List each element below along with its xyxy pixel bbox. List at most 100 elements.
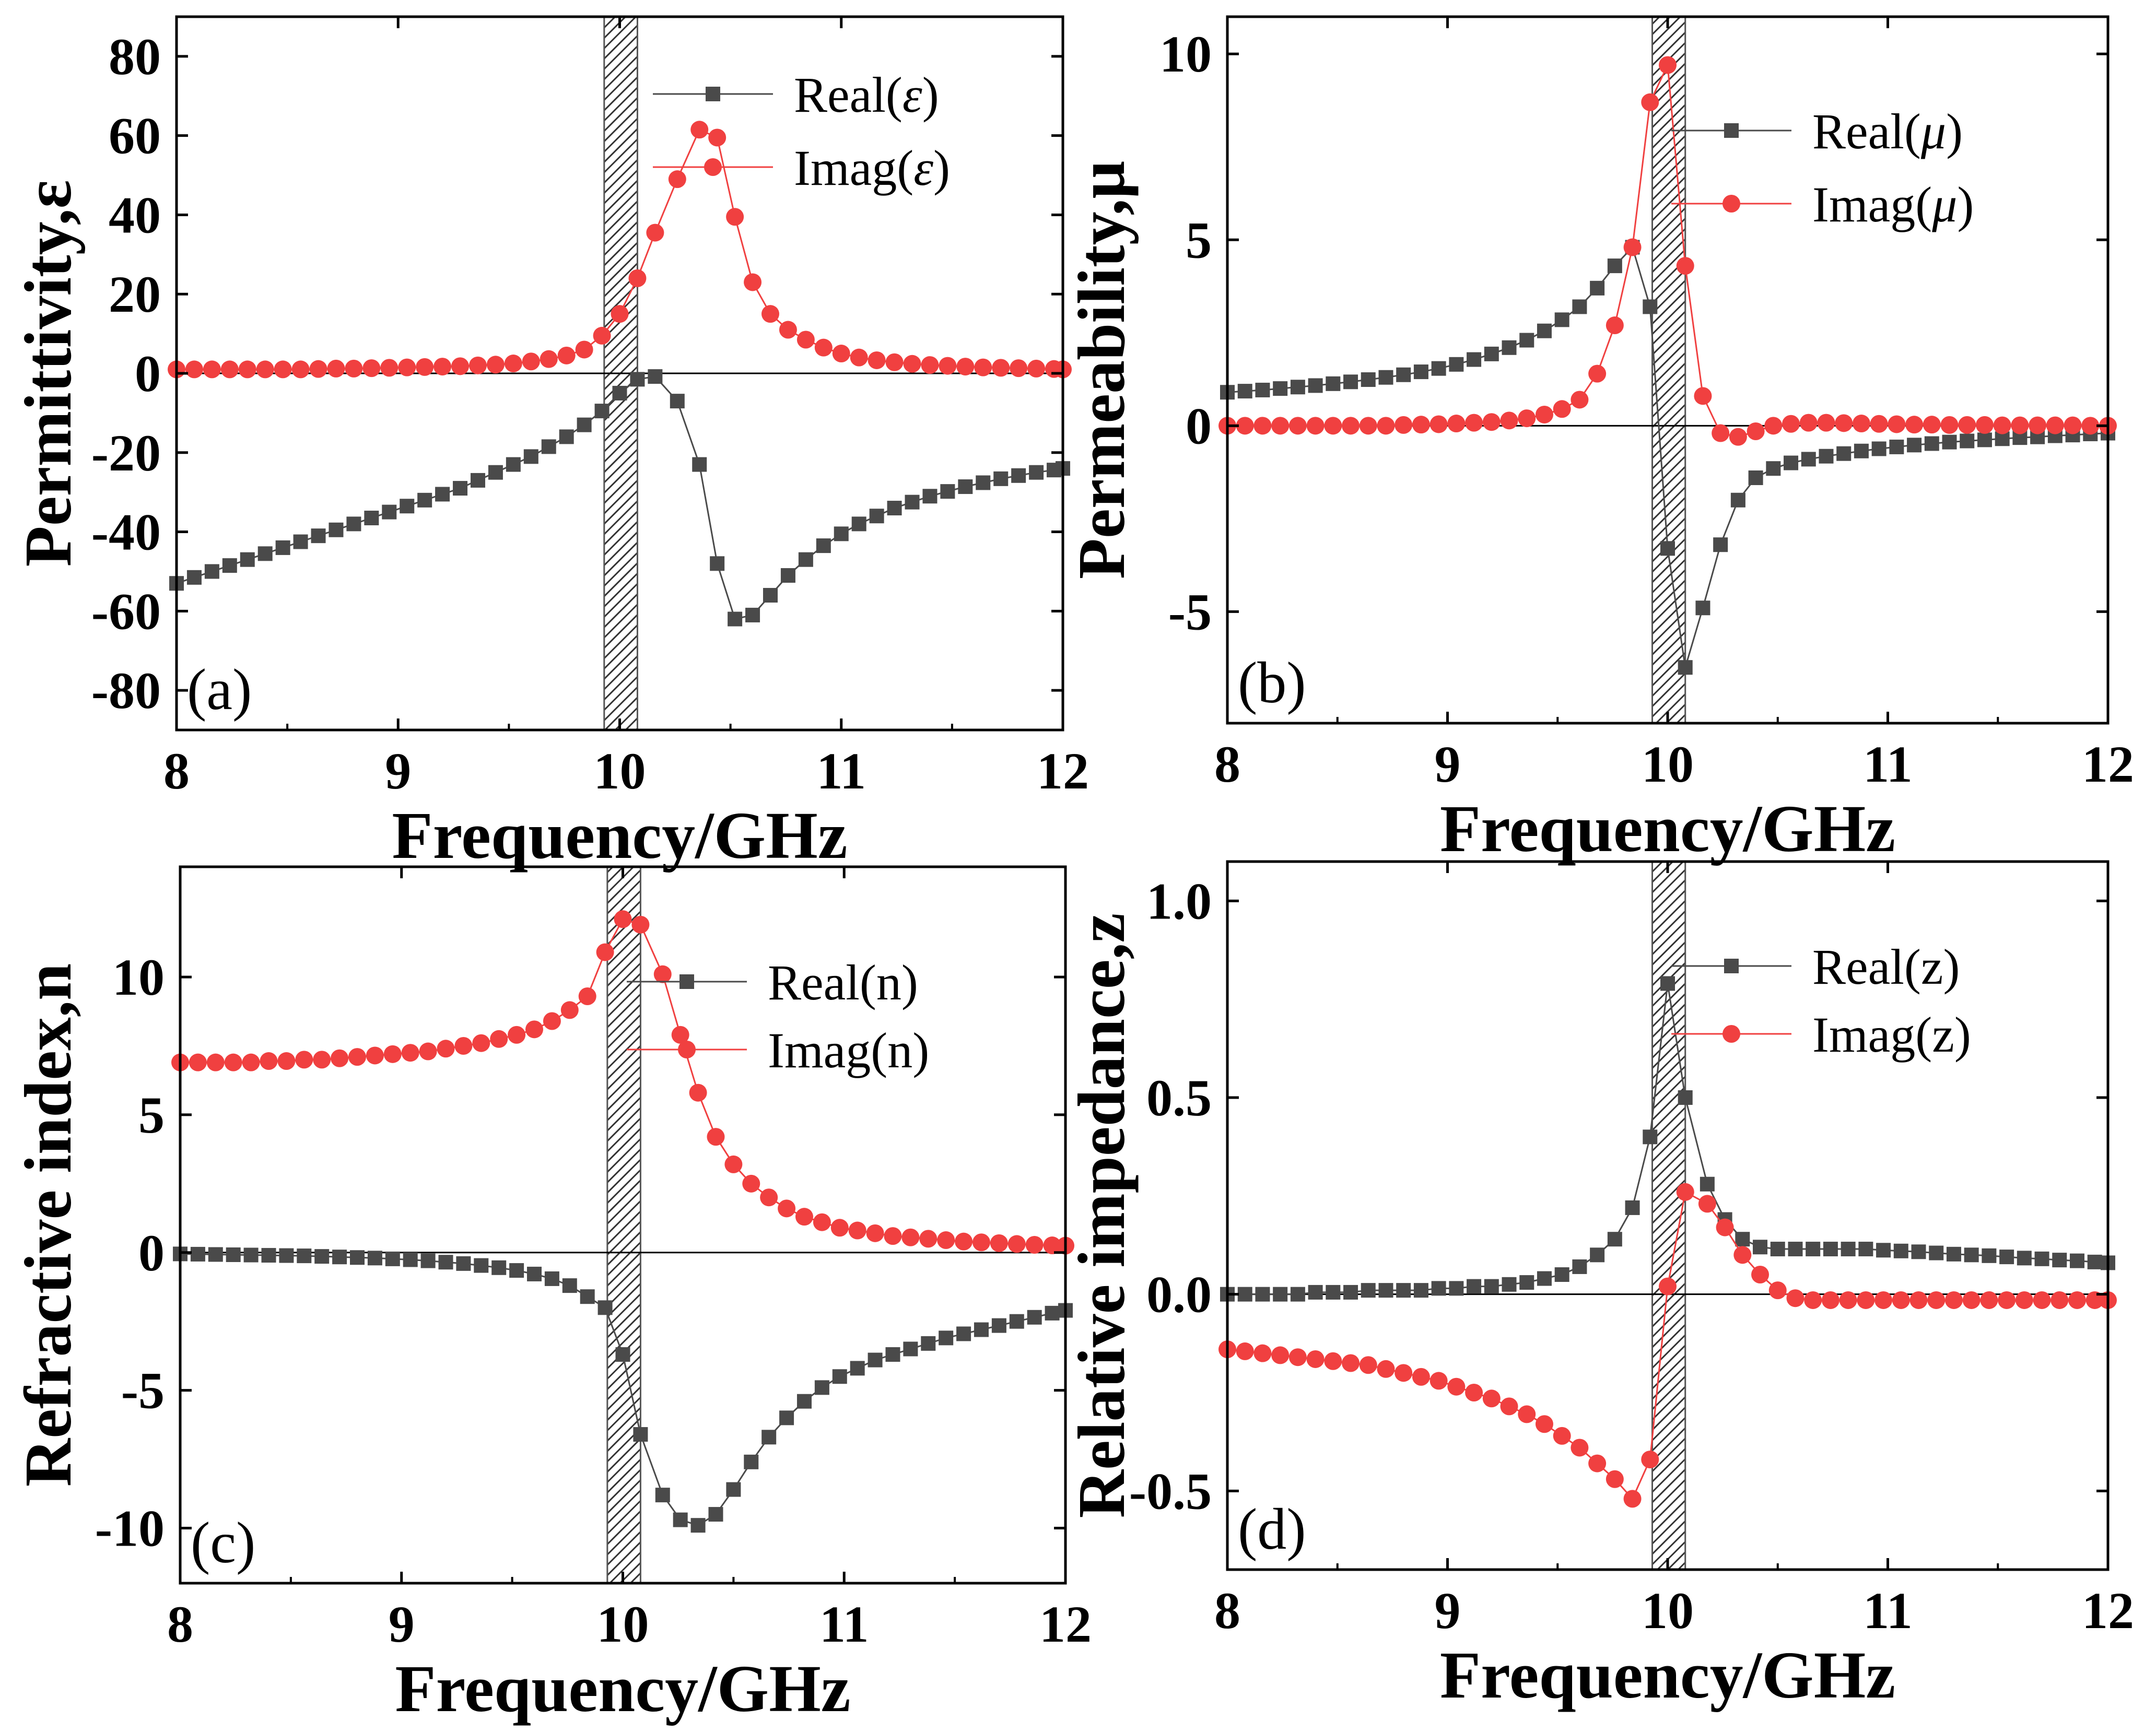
data-point-real <box>974 1322 989 1337</box>
legend-label-part: ) <box>1957 176 1974 232</box>
data-point-imag <box>1870 415 1888 433</box>
data-point-real <box>921 1336 936 1351</box>
legend-marker-real <box>1724 123 1739 138</box>
data-point-real <box>1290 380 1305 395</box>
data-point-real <box>367 1251 382 1266</box>
data-point-real <box>527 1266 542 1281</box>
data-point-imag <box>1962 1291 1981 1309</box>
y-tick-label: 0 <box>135 345 161 403</box>
data-point-real <box>1343 1285 1358 1300</box>
legend-label-imag: Imag(μ) <box>1812 176 1974 232</box>
panel-c: 8 9 10 11 12 10 5 0 -5 -10 Frequency/GHz Refractive… <box>11 865 1092 1726</box>
data-point-real <box>834 526 849 541</box>
data-point-real <box>851 516 866 532</box>
data-point-real <box>2017 1251 2032 1266</box>
data-point-imag <box>331 1049 349 1067</box>
legend-marker-imag <box>1723 195 1740 213</box>
data-point-imag <box>628 269 647 287</box>
y-tick-label: 20 <box>109 265 161 323</box>
data-point-imag <box>575 340 593 359</box>
data-point-imag <box>1676 257 1694 275</box>
legend-marker-imag <box>1723 1025 1740 1043</box>
y-tick-label: -80 <box>91 662 161 720</box>
data-point-real <box>1643 299 1658 314</box>
data-point-imag <box>689 1083 707 1102</box>
data-point-imag <box>1733 1246 1752 1264</box>
x-tick-label: 8 <box>163 742 190 800</box>
data-point-real <box>1625 1200 1640 1215</box>
data-point-imag <box>795 1208 813 1226</box>
data-point-real <box>190 1246 205 1262</box>
data-point-imag <box>313 1051 331 1069</box>
y-tick-label: 60 <box>109 107 161 165</box>
y-axis-title: Relative impedance,z <box>1064 913 1139 1518</box>
y-tick-label: 0.0 <box>1146 1266 1212 1324</box>
legend-label-part: Imag(n) <box>768 1022 929 1078</box>
data-point-real <box>1484 1279 1499 1294</box>
data-point-real <box>491 1260 507 1275</box>
resonance-band <box>1651 16 1686 724</box>
x-tick-label: 9 <box>385 742 411 800</box>
data-point-imag <box>1958 416 1976 434</box>
data-point-real <box>1590 1247 1605 1263</box>
y-tick-label: 5 <box>1186 211 1212 269</box>
data-point-real <box>612 385 627 400</box>
data-point-real <box>1858 1242 1873 1257</box>
data-point-imag <box>2046 416 2064 434</box>
data-point-imag <box>401 1044 419 1062</box>
data-point-real <box>922 489 938 504</box>
data-point-imag <box>885 353 904 371</box>
data-point-imag <box>1764 417 1783 435</box>
data-point-imag <box>578 987 596 1006</box>
legend-marker-imag <box>704 158 722 176</box>
data-point-real <box>275 540 290 555</box>
data-point-real <box>1893 1243 1908 1258</box>
y-tick-label: 10 <box>112 948 165 1006</box>
data-point-imag <box>1944 1291 1963 1309</box>
data-point-imag <box>1676 1183 1694 1201</box>
data-point-real <box>1946 1246 1961 1262</box>
data-point-real <box>1255 382 1270 397</box>
data-point-real <box>905 494 920 510</box>
data-point-imag <box>593 326 611 345</box>
legend-label-imag: Imag(n) <box>768 1022 929 1078</box>
data-point-real <box>798 552 813 567</box>
series-real <box>169 369 1070 627</box>
data-point-real <box>1413 364 1428 380</box>
y-tick-label: -60 <box>91 582 161 640</box>
data-point-imag <box>955 1232 973 1251</box>
data-point-real <box>1695 600 1710 616</box>
data-point-imag <box>486 356 505 374</box>
data-point-imag <box>1817 414 1835 432</box>
data-point-imag <box>1623 238 1642 256</box>
data-point-real <box>311 528 326 544</box>
data-point-imag <box>1412 1368 1430 1386</box>
data-point-imag <box>1747 422 1765 440</box>
data-point-imag <box>504 355 522 373</box>
data-point-real <box>346 516 361 532</box>
data-point-imag <box>726 208 744 226</box>
data-point-real <box>1308 1285 1323 1300</box>
data-point-imag <box>1518 1405 1536 1423</box>
data-point-real <box>1378 1283 1393 1298</box>
data-point-real <box>1924 436 1939 451</box>
data-point-imag <box>419 1042 437 1061</box>
data-point-imag <box>206 1053 225 1071</box>
data-point-real <box>728 611 743 627</box>
data-point-real <box>1836 446 1852 461</box>
data-point-imag <box>362 359 381 378</box>
data-point-imag <box>1892 1291 1910 1309</box>
legend-label-part: ) <box>1946 103 1963 159</box>
data-point-real <box>314 1249 330 1264</box>
data-point-real <box>1554 312 1569 327</box>
data-point-imag <box>1659 56 1677 74</box>
data-point-imag <box>1712 424 1730 442</box>
data-point-imag <box>224 1053 242 1071</box>
data-point-imag <box>2050 1291 2069 1309</box>
data-point-imag <box>1888 415 1906 433</box>
data-point-real <box>453 481 468 496</box>
data-point-imag <box>813 1213 831 1231</box>
data-point-imag <box>992 359 1010 377</box>
data-point-imag <box>832 345 850 363</box>
data-point-real <box>1801 452 1816 467</box>
